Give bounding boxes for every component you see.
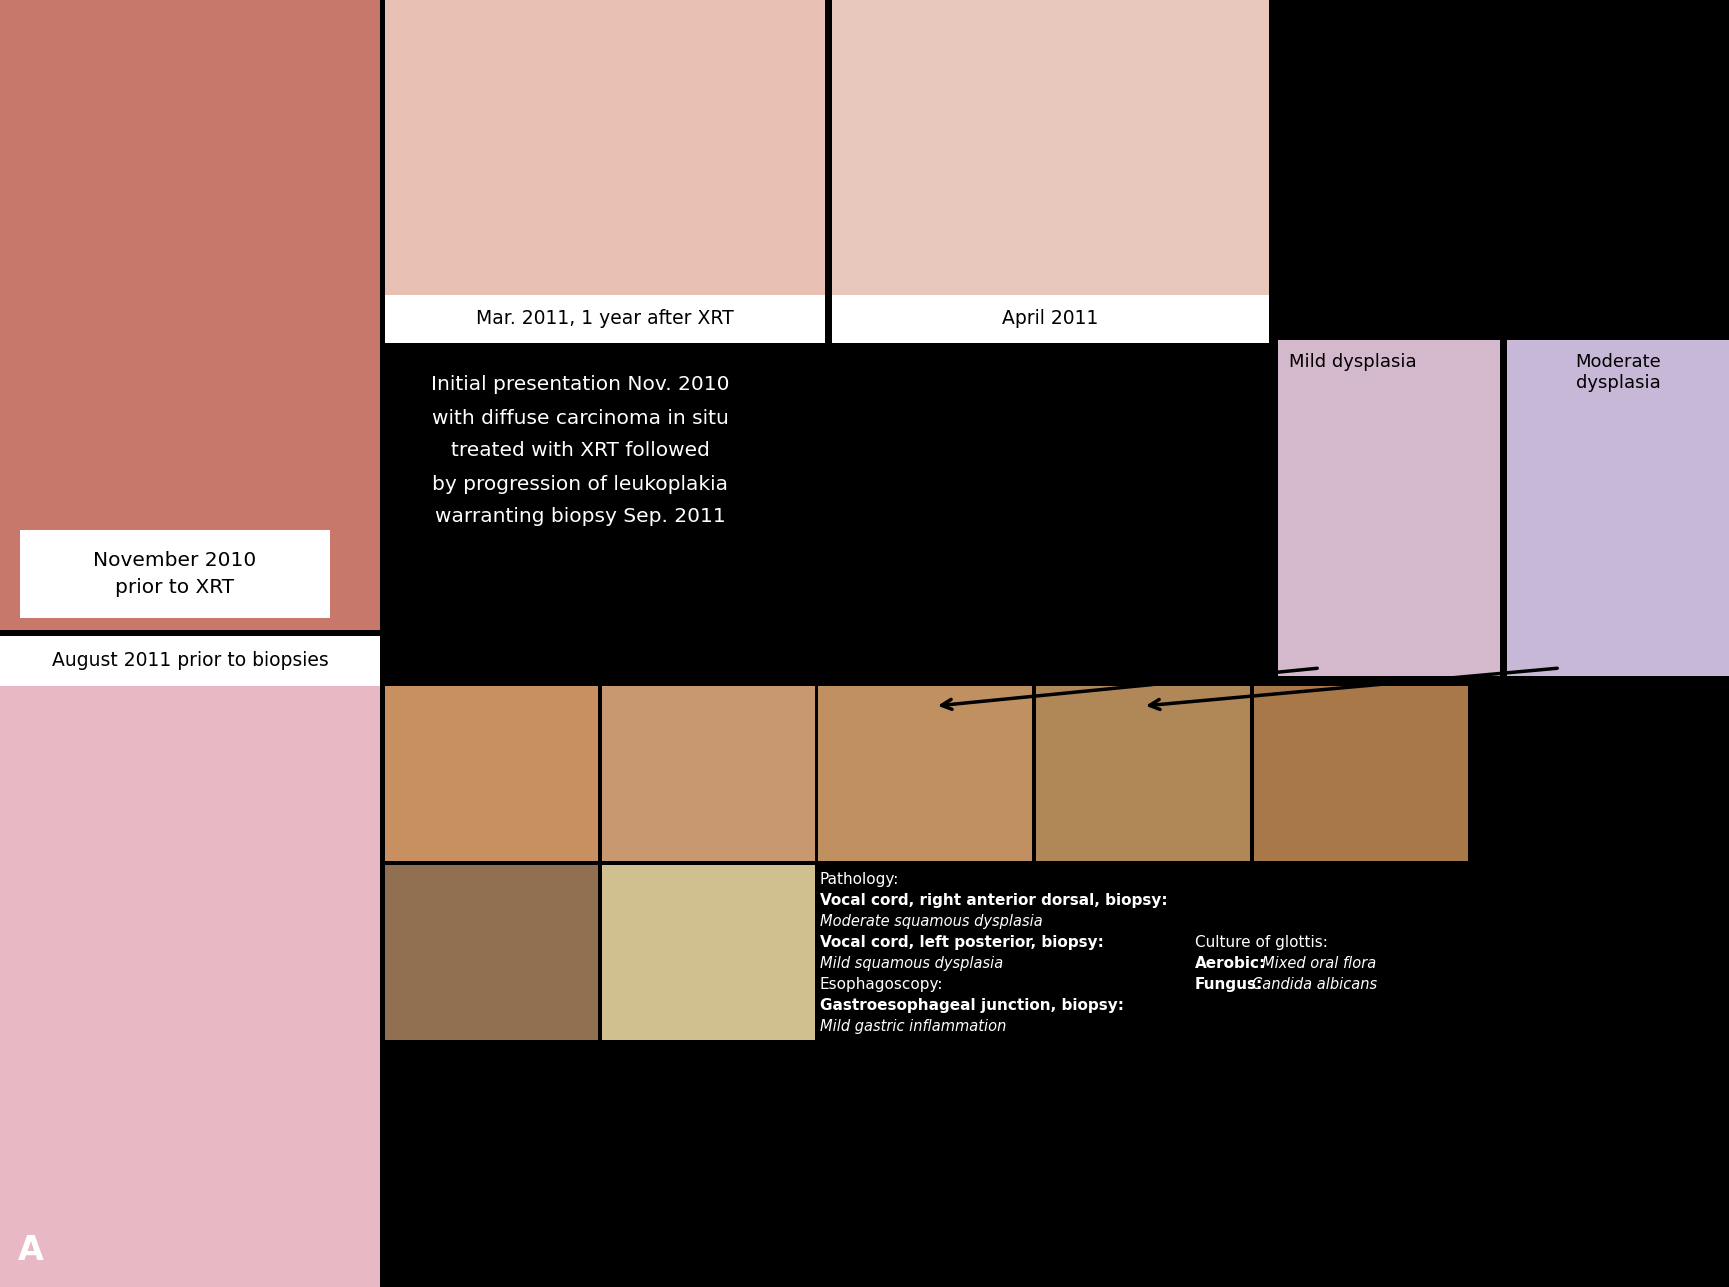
Bar	[0, 636, 380, 1287]
Text: Culture of glottis:: Culture of glottis:	[1195, 934, 1328, 950]
Text: Mar. 2011, 1 year after XRT: Mar. 2011, 1 year after XRT	[475, 309, 733, 328]
Bar	[832, 295, 1269, 344]
Text: Initial presentation Nov. 2010: Initial presentation Nov. 2010	[431, 376, 730, 395]
Text: Pathology:: Pathology:	[820, 873, 899, 887]
Text: Gastroesophageal junction, biopsy:: Gastroesophageal junction, biopsy:	[820, 997, 1124, 1013]
Bar	[1508, 340, 1729, 676]
Bar	[1036, 686, 1250, 861]
Text: Mild dysplasia: Mild dysplasia	[1290, 353, 1416, 371]
Text: November 2010
prior to XRT: November 2010 prior to XRT	[93, 551, 256, 597]
Text: Mild gastric inflammation: Mild gastric inflammation	[820, 1019, 1006, 1033]
Text: Mild squamous dysplasia: Mild squamous dysplasia	[820, 956, 1003, 970]
Text: Moderate squamous dysplasia: Moderate squamous dysplasia	[820, 914, 1043, 929]
Text: A: A	[17, 1234, 43, 1266]
Text: Aerobic:: Aerobic:	[1195, 956, 1266, 970]
Bar	[21, 530, 330, 618]
Text: Esophagoscopy:: Esophagoscopy:	[820, 977, 944, 992]
Text: by progression of leukoplakia: by progression of leukoplakia	[432, 475, 728, 493]
Bar	[602, 686, 814, 861]
Text: with diffuse carcinoma in situ: with diffuse carcinoma in situ	[432, 408, 728, 427]
Bar	[1254, 686, 1468, 861]
Bar	[0, 636, 380, 686]
Text: August 2011 prior to biopsies: August 2011 prior to biopsies	[52, 651, 329, 671]
Text: warranting biopsy Sep. 2011: warranting biopsy Sep. 2011	[434, 507, 726, 526]
Bar	[386, 686, 598, 861]
Text: Vocal cord, left posterior, biopsy:: Vocal cord, left posterior, biopsy:	[820, 934, 1103, 950]
Bar	[386, 865, 598, 1040]
Bar	[1278, 340, 1501, 676]
Bar	[386, 295, 825, 344]
Text: April 2011: April 2011	[1001, 309, 1098, 328]
Bar	[818, 686, 1032, 861]
Bar	[602, 865, 814, 1040]
Text: Moderate
dysplasia: Moderate dysplasia	[1575, 353, 1662, 391]
Text: Candida albicans: Candida albicans	[1252, 977, 1376, 992]
Text: Fungus:: Fungus:	[1195, 977, 1264, 992]
Bar	[0, 0, 380, 631]
Bar	[386, 0, 825, 340]
Text: Mixed oral flora: Mixed oral flora	[1262, 956, 1376, 970]
Text: Vocal cord, right anterior dorsal, biopsy:: Vocal cord, right anterior dorsal, biops…	[820, 893, 1167, 909]
Text: treated with XRT followed: treated with XRT followed	[451, 441, 709, 461]
Bar	[832, 0, 1269, 340]
